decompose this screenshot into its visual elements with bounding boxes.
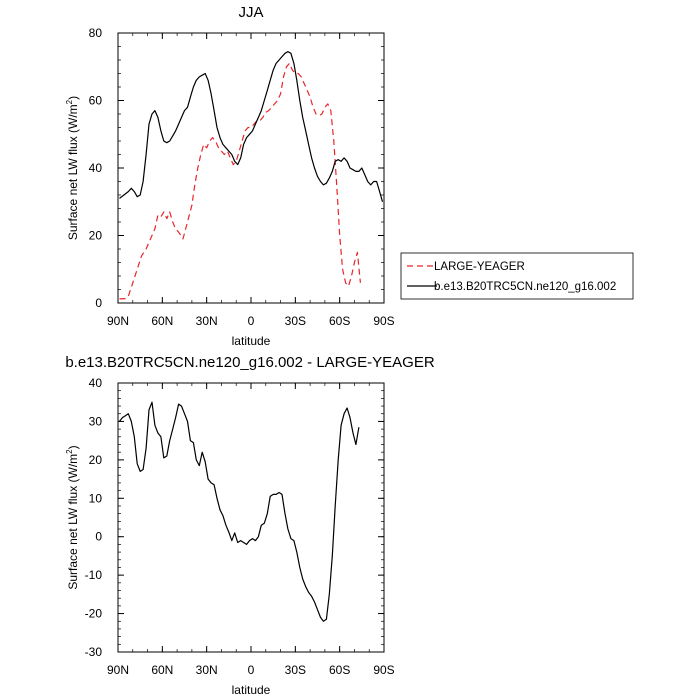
y-tick-label: -10	[85, 568, 103, 582]
y-tick-label: 40	[89, 161, 103, 175]
series-line-1	[119, 62, 361, 300]
y-axis-label: Surface net LW flux (W/m2)	[65, 445, 80, 589]
y-tick-label: 10	[89, 491, 103, 505]
y-axis-label-main: Surface net LW flux (W/m	[66, 454, 80, 590]
x-tick-label: 0	[248, 663, 255, 677]
y-tick-label: 30	[89, 414, 103, 428]
y-tick-label: 40	[89, 376, 103, 390]
y-tick-label: 60	[89, 94, 103, 108]
y-tick-label: -30	[85, 645, 103, 659]
x-tick-label: 60S	[329, 314, 350, 328]
x-tick-label: 30N	[196, 314, 218, 328]
x-tick-label: 30S	[285, 663, 306, 677]
y-tick-label: 0	[95, 296, 102, 310]
legend-label: LARGE-YEAGER	[434, 261, 525, 273]
y-tick-label: -20	[85, 607, 103, 621]
y-axis-label-main: Surface net LW flux (W/m	[66, 104, 80, 240]
legend: LARGE-YEAGER b.e13.B20TRC5CN.ne120_g16.00…	[400, 252, 634, 300]
x-tick-label: 90S	[373, 314, 394, 328]
plot-frame	[117, 382, 385, 653]
plot-frame	[117, 32, 385, 304]
chart-title: b.e13.B20TRC5CN.ne120_g16.002 - LARGE-YE…	[65, 354, 435, 371]
x-tick-label: 90N	[107, 663, 129, 677]
x-tick-label: 0	[248, 314, 255, 328]
series-line-2	[119, 51, 384, 202]
x-tick-label: 60N	[151, 663, 173, 677]
x-tick-label: 30N	[196, 663, 218, 677]
y-tick-label: 0	[95, 530, 102, 544]
y-axis-label-superscript: 2	[65, 449, 74, 454]
y-tick-label: 20	[89, 229, 103, 243]
x-tick-label: 60S	[329, 663, 350, 677]
x-tick-label: 90N	[107, 314, 129, 328]
y-tick-label: 20	[89, 453, 103, 467]
y-axis-label-superscript: 2	[65, 99, 74, 104]
y-axis-label: Surface net LW flux (W/m2)	[65, 96, 80, 240]
y-axis-label-close: )	[66, 445, 80, 449]
legend-label: b.e13.B20TRC5CN.ne120_g16.002	[434, 281, 616, 293]
y-tick-label: 80	[89, 26, 103, 40]
x-axis-label: latitude	[232, 683, 271, 697]
y-axis-label-close: )	[66, 96, 80, 100]
x-tick-label: 30S	[285, 314, 306, 328]
panel-1: 90N 60N 30N 0 30S 60S 90S 0 20 40 60 80 JJA latitude S…	[65, 4, 634, 348]
legend-box	[400, 252, 634, 300]
x-tick-label: 60N	[151, 314, 173, 328]
chart-title: JJA	[238, 4, 263, 21]
x-tick-label: 90S	[373, 663, 394, 677]
x-axis-label: latitude	[232, 334, 271, 348]
series-line-1	[119, 401, 360, 622]
panel-2: 90N 60N 30N 0 30S 60S 90S -30 -20 -10 0 10 20 30 40 b.e…	[65, 354, 435, 697]
